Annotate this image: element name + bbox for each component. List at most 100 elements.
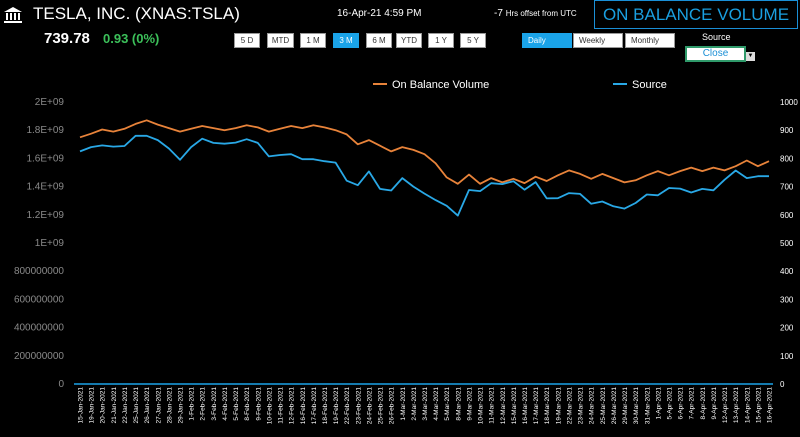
x-tick-label: 16-Apr-2021 (767, 387, 774, 424)
x-tick-label: 18-Feb-2021 (322, 387, 329, 425)
y-left-tick-label: 400000000 (14, 323, 64, 334)
x-tick-label: 27-Jan-2021 (155, 387, 162, 424)
x-tick-label: 9-Mar-2021 (466, 387, 473, 421)
y-right-tick-label: 400 (780, 267, 794, 276)
range-button-1y[interactable]: 1 Y (428, 33, 454, 48)
x-tick-label: 25-Mar-2021 (600, 387, 607, 425)
page-title: TESLA, INC. (XNAS:TSLA) (33, 4, 240, 23)
x-tick-label: 5-Feb-2021 (233, 387, 240, 421)
x-tick-label: 8-Mar-2021 (455, 387, 462, 421)
y-left-tick-label: 2E+09 (35, 97, 65, 108)
range-button-5d[interactable]: 5 D (234, 33, 260, 48)
x-tick-label: 12-Apr-2021 (722, 387, 729, 424)
x-tick-label: 22-Feb-2021 (344, 387, 351, 425)
period-button-monthly[interactable]: Monthly (625, 33, 675, 48)
source-series-line (79, 134, 769, 217)
x-tick-label: 9-Apr-2021 (711, 387, 718, 420)
x-tick-label: 21-Jan-2021 (111, 387, 118, 424)
y-right-tick-label: 700 (780, 183, 794, 192)
y-left-tick-label: 800000000 (14, 266, 64, 277)
x-tick-label: 11-Mar-2021 (489, 387, 496, 424)
range-button-3m[interactable]: 3 M (333, 33, 359, 48)
x-tick-label: 23-Feb-2021 (355, 387, 362, 425)
range-button-mtd[interactable]: MTD (267, 33, 294, 48)
legend-label: On Balance Volume (392, 79, 489, 91)
x-tick-label: 2-Mar-2021 (411, 387, 418, 421)
y-left-tick-label: 1.2E+09 (26, 210, 64, 221)
x-tick-label: 7-Apr-2021 (689, 387, 696, 420)
x-tick-label: 24-Feb-2021 (366, 387, 373, 425)
y-right-tick-label: 0 (780, 380, 785, 389)
utc-offset-value: -7 (494, 8, 503, 19)
y-right-tick-label: 1000 (780, 98, 798, 107)
x-tick-label: 31-Mar-2021 (644, 387, 651, 425)
x-tick-label: 2-Feb-2021 (200, 387, 207, 421)
x-tick-label: 3-Feb-2021 (211, 387, 218, 421)
bank-icon (3, 6, 23, 24)
x-tick-label: 29-Mar-2021 (622, 387, 629, 425)
y-left-tick-label: 1E+09 (35, 238, 65, 249)
range-button-ytd[interactable]: YTD (396, 33, 422, 48)
y-right-tick-label: 300 (780, 295, 794, 304)
y-left-tick-label: 1.6E+09 (26, 153, 64, 164)
obv-series-line (79, 119, 770, 185)
x-tick-label: 10-Feb-2021 (266, 387, 273, 425)
x-tick-label: 10-Mar-2021 (478, 387, 485, 425)
x-tick-label: 5-Mar-2021 (444, 387, 451, 421)
period-button-daily[interactable]: Daily (522, 33, 572, 48)
x-tick-label: 12-Mar-2021 (500, 387, 507, 425)
indicator-title: ON BALANCE VOLUME (594, 0, 798, 29)
x-tick-label: 20-Jan-2021 (100, 387, 107, 424)
y-right-tick-label: 500 (780, 239, 794, 248)
x-tick-label: 25-Feb-2021 (378, 387, 385, 425)
x-tick-label: 24-Mar-2021 (589, 387, 596, 425)
range-button-1m[interactable]: 1 M (300, 33, 326, 48)
x-tick-label: 22-Mar-2021 (566, 387, 573, 425)
x-tick-label: 16-Feb-2021 (300, 387, 307, 425)
y-left-tick-label: 200000000 (14, 351, 64, 362)
x-tick-label: 8-Apr-2021 (700, 387, 707, 420)
x-tick-label: 13-Apr-2021 (733, 387, 740, 424)
y-left-tick-label: 0 (58, 379, 64, 390)
x-tick-label: 26-Mar-2021 (611, 387, 618, 425)
x-tick-label: 5-Apr-2021 (666, 387, 673, 420)
y-right-tick-label: 200 (780, 324, 794, 333)
x-tick-label: 15-Apr-2021 (755, 387, 762, 424)
x-tick-label: 1-Feb-2021 (189, 387, 196, 421)
chevron-down-icon[interactable]: ▼ (746, 52, 755, 61)
x-tick-label: 1-Mar-2021 (400, 387, 407, 421)
x-tick-label: 17-Mar-2021 (533, 387, 540, 425)
x-tick-label: 16-Mar-2021 (522, 387, 529, 425)
period-button-weekly[interactable]: Weekly (573, 33, 623, 48)
x-tick-label: 23-Mar-2021 (578, 387, 585, 425)
x-tick-label: 18-Mar-2021 (544, 387, 551, 425)
y-right-tick-label: 600 (780, 211, 794, 220)
x-tick-label: 22-Jan-2021 (122, 387, 129, 424)
x-tick-label: 19-Jan-2021 (89, 387, 96, 424)
x-tick-label: 30-Mar-2021 (633, 387, 640, 425)
source-select[interactable]: Close (685, 46, 746, 62)
last-price: 739.78 (44, 30, 90, 47)
y-right-tick-label: 900 (780, 126, 794, 135)
x-tick-label: 29-Jan-2021 (178, 387, 185, 424)
x-tick-label: 14-Apr-2021 (744, 387, 751, 424)
x-tick-label: 26-Jan-2021 (144, 387, 151, 424)
utc-offset-label: Hrs offset from UTC (505, 9, 577, 18)
x-tick-label: 4-Mar-2021 (433, 387, 440, 421)
legend-label: Source (632, 79, 667, 91)
x-tick-label: 9-Feb-2021 (255, 387, 262, 421)
x-tick-label: 28-Jan-2021 (166, 387, 173, 424)
x-tick-label: 1-Apr-2021 (655, 387, 662, 420)
x-tick-label: 6-Apr-2021 (678, 387, 685, 420)
source-label: Source (702, 32, 731, 42)
x-tick-label: 15-Jan-2021 (78, 387, 85, 424)
header-bar: TESLA, INC. (XNAS:TSLA) 16-Apr-21 4:59 P… (0, 0, 800, 30)
x-tick-label: 3-Mar-2021 (422, 387, 429, 421)
range-button-5y[interactable]: 5 Y (460, 33, 486, 48)
x-tick-label: 19-Mar-2021 (555, 387, 562, 425)
range-button-6m[interactable]: 6 M (366, 33, 392, 48)
price-change: 0.93 (0%) (103, 31, 160, 46)
utc-offset: -7 Hrs offset from UTC (494, 8, 577, 19)
y-right-tick-label: 800 (780, 154, 794, 163)
x-tick-label: 8-Feb-2021 (244, 387, 251, 421)
